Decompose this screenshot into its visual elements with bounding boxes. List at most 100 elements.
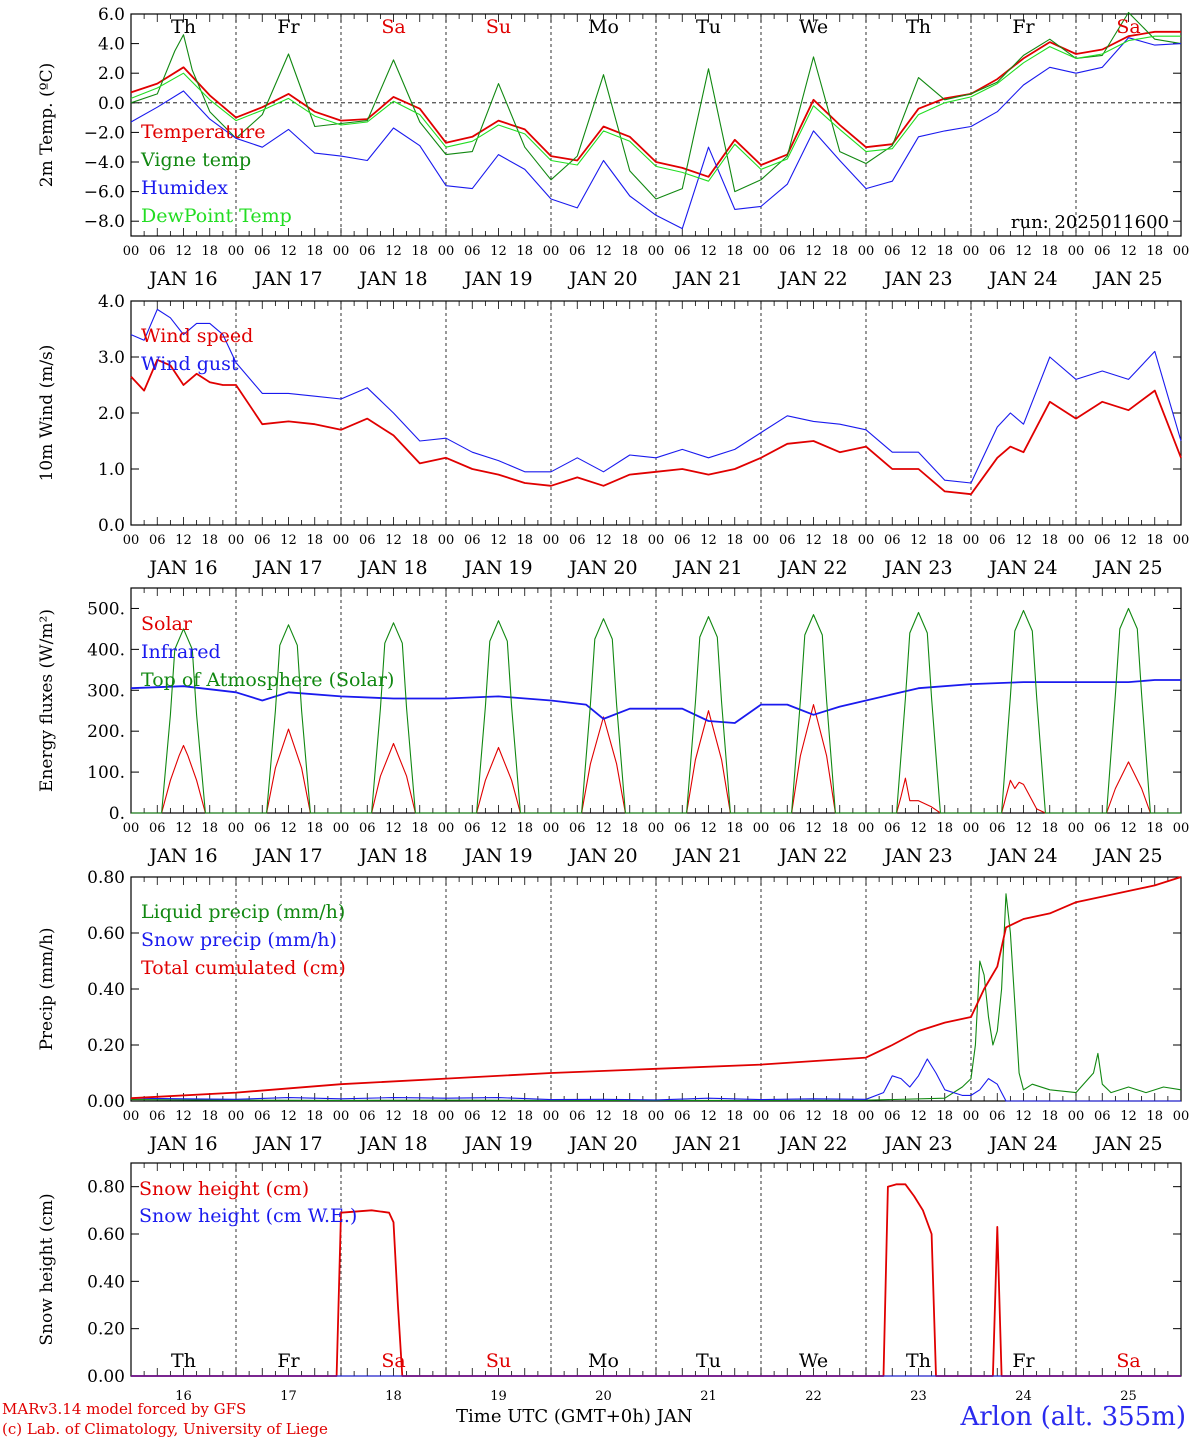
panel-1-hour-label: 06 (1094, 244, 1111, 259)
panel-1-weekday-label: Fr (277, 16, 300, 38)
panel-2-hour-label: 00 (963, 533, 980, 548)
panel-1-series-line-3 (130, 37, 1182, 230)
panel-5-day-number: 21 (700, 1389, 717, 1404)
panel-3-hour-label: 06 (779, 821, 796, 836)
panel-2-hour-label: 06 (464, 533, 481, 548)
panel-1-date-label: JAN 16 (147, 268, 217, 290)
panel-3-hour-label: 18 (516, 821, 533, 836)
panel-4-series-line-3 (130, 876, 1182, 1100)
panel-2-date-label: JAN 24 (987, 557, 1057, 579)
panel-1-date-label: JAN 18 (357, 268, 427, 290)
panel-1-run-annotation: run: 2025011600 (1011, 212, 1169, 233)
panel-4-ylabel: Precip (mm/h) (37, 927, 57, 1050)
panel-4-hour-label: 06 (989, 1109, 1006, 1124)
panel-3-series-line-2 (130, 679, 1181, 724)
panel-2-hour-label: 18 (726, 533, 743, 548)
panel-2-ytick-label: 1.0 (98, 460, 125, 480)
panel-3-hour-label: 12 (385, 821, 402, 836)
panel-1-hour-label: 06 (464, 244, 481, 259)
panel-4-hour-label: 06 (779, 1109, 796, 1124)
panel-2-hour-label: 06 (254, 533, 271, 548)
panel-1-hour-label: 12 (910, 244, 927, 259)
panel-1-weekday-label: Th (906, 16, 931, 38)
panel-3-hour-label: 06 (1094, 821, 1111, 836)
panel-2-hour-label: 18 (516, 533, 533, 548)
panel-2-hour-label: 12 (1120, 533, 1137, 548)
panel-2-hour-label: 12 (805, 533, 822, 548)
panel-5-weekday-label: Su (486, 1350, 511, 1372)
panel-3-hour-label: 00 (333, 821, 350, 836)
panel-1-series-line-2 (130, 11, 1182, 200)
panel-4-series-line-1 (130, 893, 1182, 1101)
panel-3-legend-entry: Top of Atmosphere (Solar) (141, 669, 394, 691)
panel-2-hour-label: 18 (1146, 533, 1163, 548)
panel-5-ytick-label: 0.00 (87, 1367, 125, 1387)
panel-4-hour-label: 12 (910, 1109, 927, 1124)
panel-2-series-line-2 (130, 308, 1182, 484)
panel-1-ytick-label: 6.0 (98, 5, 125, 25)
panel-4-date-label: JAN 19 (462, 1133, 532, 1155)
panel-4-hour-label: 06 (1094, 1109, 1111, 1124)
panel-4-hour-label: 00 (123, 1109, 140, 1124)
panel-4-hour-label: 12 (385, 1109, 402, 1124)
panel-4-date-label: JAN 22 (777, 1133, 847, 1155)
panel-2-hour-label: 12 (700, 533, 717, 548)
panel-2-hour-label: 18 (1041, 533, 1058, 548)
panel-3-hour-label: 06 (149, 821, 166, 836)
panel-4-hour-label: 18 (1146, 1109, 1163, 1124)
panel-4-hour-label: 00 (438, 1109, 455, 1124)
panel-1-hour-label: 12 (805, 244, 822, 259)
panel-2-ylabel: 10m Wind (m/s) (37, 345, 57, 482)
panel-4-ytick-label: 0.80 (87, 868, 125, 888)
panel-5-weekday-label: Sa (381, 1350, 405, 1372)
panel-3-hour-label: 00 (753, 821, 770, 836)
panel-1-hour-label: 18 (201, 244, 218, 259)
panel-2-hour-label: 06 (569, 533, 586, 548)
panel-1-hour-label: 18 (936, 244, 953, 259)
panel-3-ytick-label: 0. (109, 804, 125, 824)
panel-1-hour-label: 06 (989, 244, 1006, 259)
panel-1-hour-label: 18 (726, 244, 743, 259)
panel-2-hour-label: 12 (910, 533, 927, 548)
panel-1-weekday-label: Mo (588, 16, 619, 38)
panel-1-hour-label: 00 (333, 244, 350, 259)
panel-3-hour-label: 12 (490, 821, 507, 836)
panel-2-hour-label: 18 (201, 533, 218, 548)
panel-2-hour-label: 18 (621, 533, 638, 548)
panel-3-date-label: JAN 18 (357, 845, 427, 867)
panel-1-weekday-label: Su (486, 16, 511, 38)
panel-5-weekday-label: Th (171, 1350, 196, 1372)
panel-3-date-label: JAN 23 (882, 845, 952, 867)
panel-1-date-label: JAN 23 (882, 268, 952, 290)
panel-4-hour-label: 00 (858, 1109, 875, 1124)
panel-3-hour-label: 06 (359, 821, 376, 836)
panel-5-ytick-label: 0.20 (87, 1320, 125, 1340)
panel-1-hour-label: 00 (123, 244, 140, 259)
panel-5-day-number: 20 (595, 1389, 612, 1404)
panel-4-ytick-label: 0.40 (87, 980, 125, 1000)
panel-2-hour-label: 18 (306, 533, 323, 548)
panel-3-hour-label: 12 (805, 821, 822, 836)
panel-3-date-label: JAN 20 (567, 845, 637, 867)
panel-5-legend-entry: Snow height (cm) (139, 1178, 309, 1200)
panel-1-ytick-label: 4.0 (98, 35, 125, 55)
panel-4-hour-label: 00 (333, 1109, 350, 1124)
panel-1-hour-label: 12 (1015, 244, 1032, 259)
panel-2-hour-label: 12 (1015, 533, 1032, 548)
panel-1-hour-label: 06 (569, 244, 586, 259)
panel-2-hour-label: 00 (543, 533, 560, 548)
panel-2-date-label: JAN 25 (1092, 557, 1162, 579)
station-name: Arlon (alt. 355m) (960, 1402, 1186, 1432)
panel-5-legend-entry: Snow height (cm W.E.) (139, 1205, 357, 1227)
panel-3-date-label: JAN 25 (1092, 845, 1162, 867)
panel-3-ytick-label: 300. (87, 681, 125, 701)
panel-2-date-label: JAN 21 (672, 557, 742, 579)
panel-2-hour-label: 12 (490, 533, 507, 548)
panel-3-hour-label: 00 (543, 821, 560, 836)
panel-4-hour-label: 00 (753, 1109, 770, 1124)
panel-5-day-number: 24 (1015, 1389, 1032, 1404)
panel-1-hour-label: 06 (254, 244, 271, 259)
panel-3-hour-label: 12 (700, 821, 717, 836)
panel-2-hour-label: 12 (385, 533, 402, 548)
panel-2-date-label: JAN 23 (882, 557, 952, 579)
